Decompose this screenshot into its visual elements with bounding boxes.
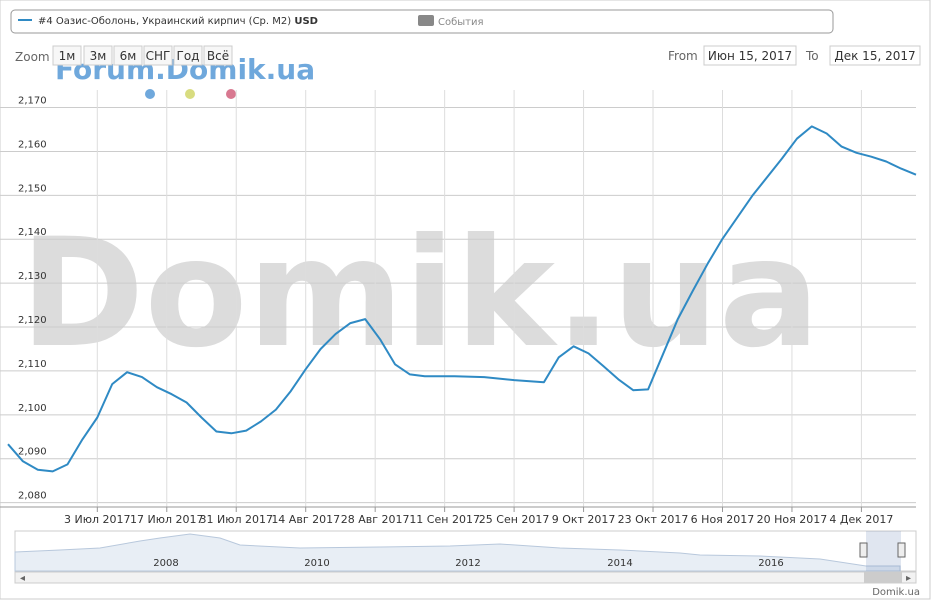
zoom-button-label[interactable]: Всё — [207, 49, 229, 63]
from-input[interactable] — [703, 45, 797, 66]
navigator-window[interactable] — [866, 531, 901, 571]
zoom-button-label[interactable]: Год — [177, 49, 200, 63]
navigator-label: 2012 — [455, 558, 480, 569]
from-label: From — [668, 49, 698, 63]
x-tick-label: 28 Авг 2017 — [341, 513, 410, 526]
x-tick-label: 6 Ноя 2017 — [691, 513, 755, 526]
navigator-label: 2008 — [153, 558, 178, 569]
zoom-button[interactable] — [173, 45, 203, 66]
events-symbol — [418, 15, 434, 26]
zoom-label: Zoom — [15, 50, 50, 64]
y-tick-label: 2,090 — [18, 447, 47, 458]
y-tick-label: 2,150 — [18, 183, 47, 194]
navigator-handle[interactable] — [897, 542, 906, 558]
x-tick-label: 9 Окт 2017 — [552, 513, 616, 526]
legend-unit: USD — [294, 16, 318, 27]
x-tick-label: 25 Сен 2017 — [479, 513, 550, 526]
navigator-handle[interactable] — [859, 542, 868, 558]
decor-dot — [226, 89, 236, 99]
zoom-button[interactable] — [83, 45, 113, 66]
zoom-button-label[interactable]: 3м — [90, 49, 107, 63]
y-tick-label: 2,120 — [18, 315, 47, 326]
legend-text[interactable]: #4 Оазис-Оболонь, Украинский кирпич (Ср.… — [38, 16, 291, 27]
scroll-left[interactable]: ◂ — [20, 573, 25, 584]
navigator-area — [14, 533, 901, 572]
x-tick-label: 14 Авг 2017 — [271, 513, 340, 526]
zoom-button[interactable] — [52, 45, 82, 66]
x-tick-label: 23 Окт 2017 — [618, 513, 689, 526]
credits[interactable]: Domik.ua — [872, 587, 920, 598]
x-tick-label: 4 Дек 2017 — [829, 513, 893, 526]
decor-dot — [185, 89, 195, 99]
scrollbar[interactable] — [14, 571, 917, 584]
zoom-button[interactable] — [203, 45, 233, 66]
y-tick-label: 2,170 — [18, 96, 47, 107]
zoom-button-label[interactable]: 6м — [120, 49, 137, 63]
navigator-label: 2010 — [304, 558, 329, 569]
x-tick-label: 20 Ноя 2017 — [757, 513, 828, 526]
y-tick-label: 2,080 — [18, 491, 47, 502]
navigator-label: 2014 — [607, 558, 632, 569]
to-label: To — [805, 49, 819, 63]
zoom-button[interactable] — [143, 45, 173, 66]
x-tick-label: 11 Сен 2017 — [409, 513, 480, 526]
from-date[interactable]: Июн 15, 2017 — [708, 49, 792, 63]
events-legend[interactable]: События — [438, 17, 484, 28]
to-date[interactable]: Дек 15, 2017 — [834, 49, 915, 63]
y-tick-label: 2,140 — [18, 227, 47, 238]
zoom-button[interactable] — [113, 45, 143, 66]
watermark: Domik.ua — [20, 207, 820, 381]
x-tick-label: 17 Июл 2017 — [130, 513, 204, 526]
scroll-right[interactable]: ▸ — [906, 573, 911, 584]
plot: 2,080 2,090 2,100 2,110 2,120 2,130 2,140 2,150… — [0, 90, 917, 526]
zoom-button-label[interactable]: 1м — [59, 49, 76, 63]
navigator-label: 2016 — [758, 558, 783, 569]
y-tick-label: 2,130 — [18, 271, 47, 282]
to-input[interactable] — [829, 45, 921, 66]
decor-dot — [145, 89, 155, 99]
legend-item[interactable]: #4 Оазис-Оболонь, Украинский кирпич (Ср.… — [38, 16, 318, 27]
x-tick-label: 3 Июл 2017 — [64, 513, 131, 526]
x-tick-label: 31 Июл 2017 — [199, 513, 273, 526]
y-tick-label: 2,100 — [18, 403, 47, 414]
y-tick-label: 2,110 — [18, 359, 47, 370]
y-tick-label: 2,160 — [18, 139, 47, 150]
scrollbar-thumb[interactable] — [864, 572, 902, 583]
series-line — [7, 125, 917, 473]
zoom-button-label[interactable]: СНГ — [146, 49, 171, 63]
